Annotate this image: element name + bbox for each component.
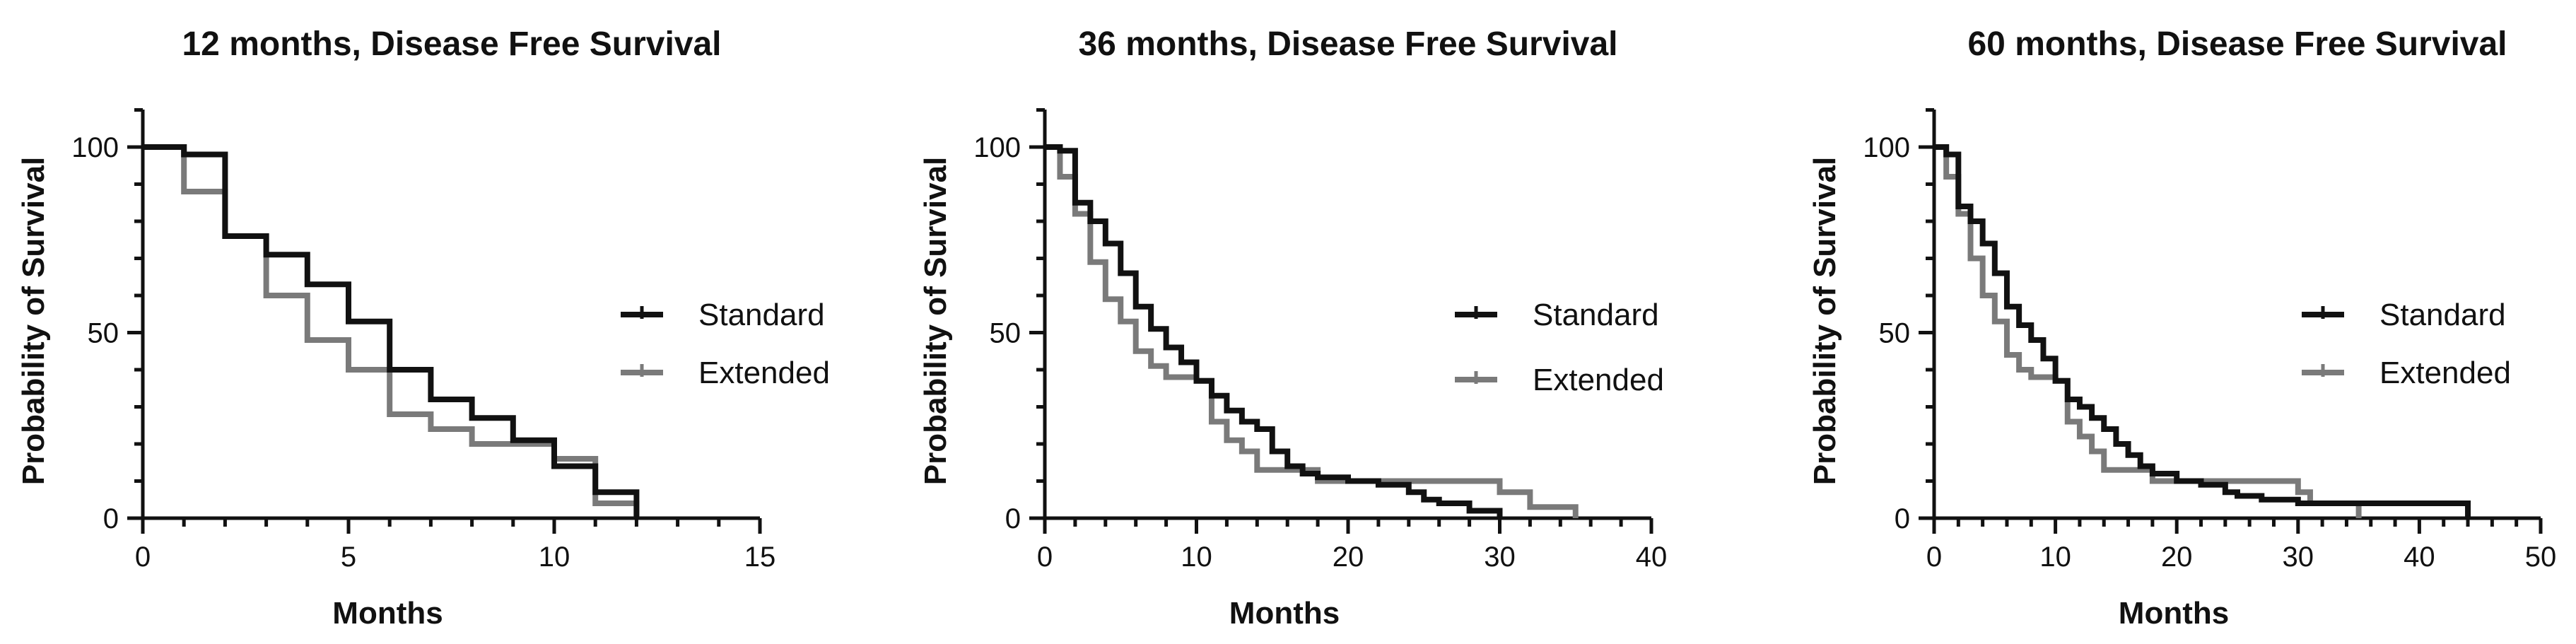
- legend-label-extended: Extended: [2379, 356, 2511, 390]
- legend-label-standard: Standard: [698, 298, 825, 332]
- x-tick-label: 0: [1926, 541, 1942, 573]
- x-tick-label: 10: [1181, 541, 1212, 573]
- legend-label-extended: Extended: [1533, 363, 1664, 397]
- survival-curve-standard: [1045, 144, 1503, 518]
- x-tick-label: 20: [1333, 541, 1364, 573]
- y-tick-label: 0: [103, 503, 119, 534]
- chart-title: 36 months, Disease Free Survival: [1078, 25, 1617, 63]
- legend-label-extended: Extended: [698, 356, 830, 390]
- y-tick-label: 0: [1895, 503, 1910, 534]
- x-tick-label: 20: [2161, 541, 2193, 573]
- x-tick-label: 30: [2283, 541, 2314, 573]
- x-tick-label: 10: [2039, 541, 2071, 573]
- survival-curve-extended: [1045, 144, 1579, 518]
- chart-panel-2: 36 months, Disease Free Survival 0 50 100 0 1…: [918, 25, 1667, 631]
- legend-label-standard: Standard: [1533, 298, 1659, 332]
- x-tick-label: 10: [539, 541, 570, 573]
- chart-title: 12 months, Disease Free Survival: [182, 25, 721, 63]
- x-tick-label: 5: [341, 541, 356, 573]
- survival-curve-standard: [1934, 144, 2471, 518]
- chart-panel-1: 12 months, Disease Free Survival 0 50 100 0 5…: [16, 25, 830, 631]
- chart-title: 60 months, Disease Free Survival: [1967, 25, 2507, 63]
- x-tick-label: 50: [2525, 541, 2557, 573]
- y-tick-label: 50: [990, 318, 1021, 349]
- y-tick-label: 100: [973, 132, 1021, 163]
- y-tick-label: 100: [71, 132, 119, 163]
- legend-label-standard: Standard: [2379, 298, 2506, 332]
- y-axis-label: Probability of Survival: [1808, 157, 1842, 486]
- survival-curve-standard: [143, 144, 640, 518]
- y-tick-label: 0: [1005, 503, 1021, 534]
- x-tick-label: 0: [1037, 541, 1053, 573]
- x-tick-label: 40: [1636, 541, 1668, 573]
- x-axis-label: Months: [2119, 596, 2229, 631]
- y-tick-label: 50: [88, 318, 119, 349]
- x-axis-label: Months: [332, 596, 443, 631]
- x-axis-label: Months: [1229, 596, 1340, 631]
- y-axis-label: Probability of Survival: [918, 157, 953, 486]
- x-tick-label: 30: [1484, 541, 1516, 573]
- chart-panel-3: 60 months, Disease Free Survival 0 50 100 0 1…: [1808, 25, 2556, 631]
- y-axis-label: Probability of Survival: [16, 157, 51, 486]
- y-tick-label: 50: [1879, 318, 1911, 349]
- x-tick-label: 40: [2404, 541, 2435, 573]
- survival-curve-extended: [1934, 144, 2362, 518]
- x-tick-label: 0: [135, 541, 151, 573]
- y-tick-label: 100: [1863, 132, 1910, 163]
- x-tick-label: 15: [744, 541, 776, 573]
